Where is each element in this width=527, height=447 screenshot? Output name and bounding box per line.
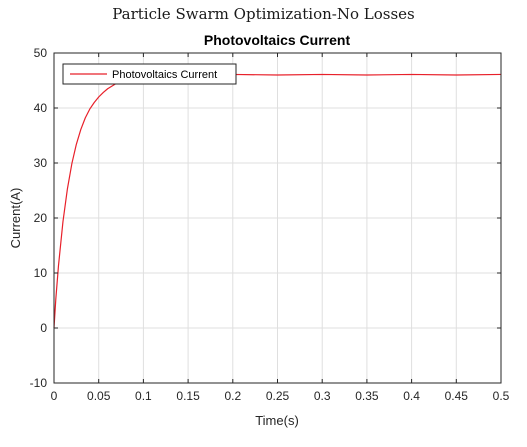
x-tick-label: 0.15	[176, 389, 200, 403]
y-tick-label: -10	[30, 376, 48, 390]
y-tick-label: 50	[34, 46, 48, 60]
y-tick-label: 20	[34, 211, 48, 225]
ticks: 0 0.05 0.1 0.15 0.2 0.25 0.3 0.35 0.4 0.45 0.5-100…	[30, 46, 510, 403]
x-tick-label: 0.2	[224, 389, 241, 403]
legend: Photovoltaics Current	[62, 63, 237, 85]
x-tick-label: 0.5	[493, 389, 510, 403]
x-axis-label: Time(s)	[255, 413, 299, 428]
figure-title: Particle Swarm Optimization-No Losses	[112, 5, 414, 23]
x-tick-label: 0.45	[445, 389, 469, 403]
y-tick-label: 40	[34, 101, 48, 115]
y-tick-label: 30	[34, 156, 48, 170]
legend-label: Photovoltaics Current	[112, 69, 217, 81]
y-tick-label: 0	[40, 321, 47, 335]
x-tick-label: 0	[51, 389, 58, 403]
series-line-photovoltaics-current	[53, 73, 502, 329]
x-tick-label: 0.4	[403, 389, 420, 403]
x-tick-label: 0.25	[266, 389, 290, 403]
chart-title: Photovoltaics Current	[204, 32, 351, 48]
x-tick-label: 0.3	[314, 389, 331, 403]
y-axis-label: Current(A)	[8, 188, 23, 249]
legend-box	[62, 63, 237, 85]
x-tick-label: 0.05	[87, 389, 111, 403]
x-tick-label: 0.1	[135, 389, 152, 403]
x-tick-label: 0.35	[355, 389, 379, 403]
series-layer	[53, 73, 502, 329]
y-tick-label: 10	[34, 266, 48, 280]
